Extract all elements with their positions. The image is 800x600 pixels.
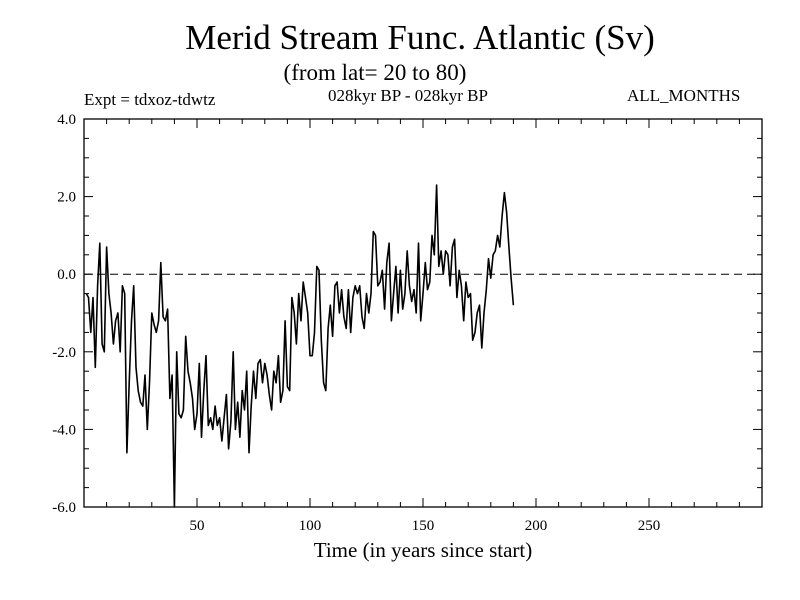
x-tick-label: 250 [638, 518, 661, 534]
axis-ticks [84, 118, 762, 508]
x-tick-label: 150 [412, 518, 435, 534]
tick-labels: -6.0 -4.0 -2.0 0.0 2.0 4.0 50 100 150 200 250 [52, 112, 660, 534]
x-axis-label: Time (in years since start) [313, 538, 533, 562]
y-tick-label: 2.0 [57, 190, 76, 206]
y-tick-label: -4.0 [52, 422, 76, 438]
x-tick-label: 100 [299, 518, 322, 534]
y-tick-label: 4.0 [57, 112, 76, 128]
y-tick-label: -2.0 [52, 345, 76, 361]
period-label: 028kyr BP - 028kyr BP [328, 86, 488, 105]
x-tick-label: 200 [525, 518, 548, 534]
series-line [85, 184, 515, 508]
months-label: ALL_MONTHS [627, 86, 741, 105]
y-tick-label: -6.0 [52, 500, 76, 516]
x-tick-label: 50 [190, 518, 205, 534]
chart-title: Merid Stream Func. Atlantic (Sv) [185, 18, 655, 57]
y-tick-label: 0.0 [57, 267, 76, 283]
chart-subtitle: (from lat= 20 to 80) [283, 60, 467, 85]
plot-frame [83, 118, 763, 508]
experiment-label: Expt = tdxoz-tdwtz [84, 90, 216, 109]
